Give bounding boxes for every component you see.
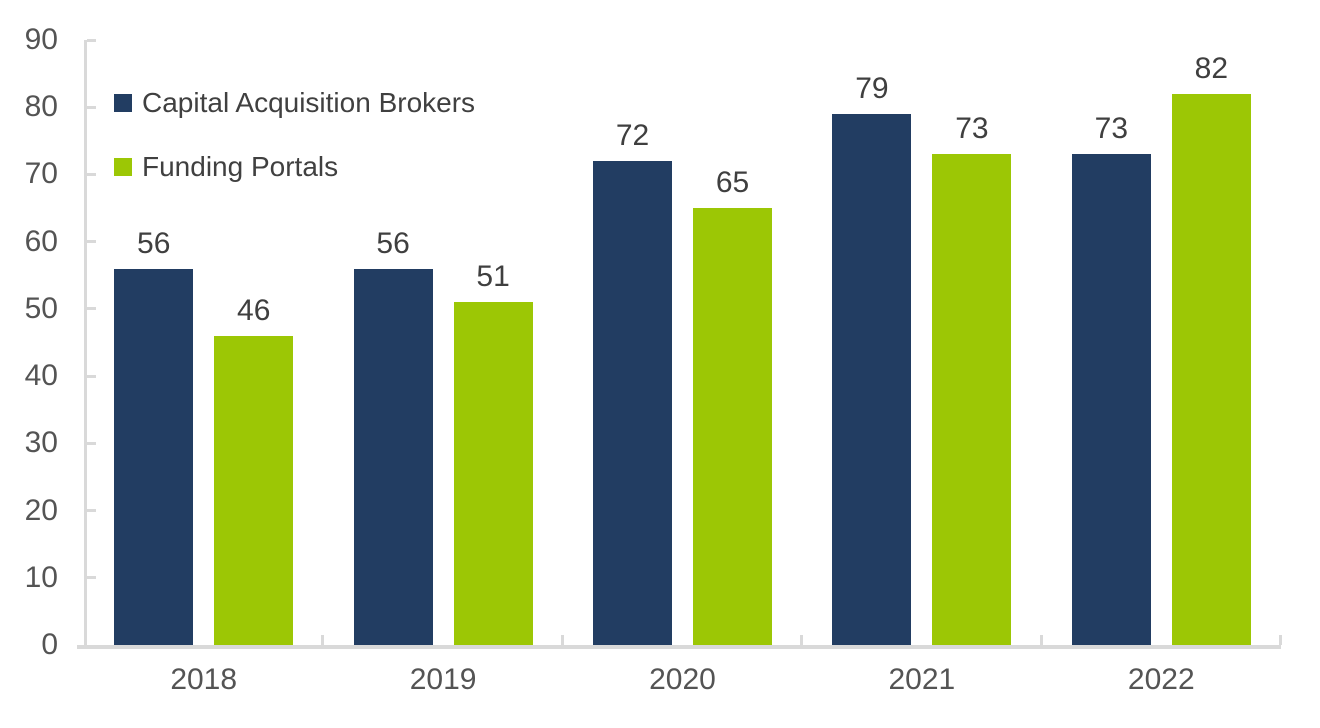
y-axis-label-60: 60 bbox=[24, 224, 58, 258]
bar-capital-acquisition-brokers-2020: 72 bbox=[593, 119, 673, 645]
y-axis-label-20: 20 bbox=[24, 493, 58, 527]
y-axis-label-50: 50 bbox=[24, 291, 58, 325]
bar-groups: 56 46 56 51 72 65 79 73 73 82 bbox=[84, 40, 1281, 645]
x-axis-labels: 2018 2019 2020 2021 2022 bbox=[84, 663, 1281, 703]
y-tick-mark bbox=[87, 509, 96, 513]
bar-value-label: 56 bbox=[137, 226, 171, 260]
y-tick-mark bbox=[87, 576, 96, 580]
legend-item-capital-acquisition-brokers: Capital Acquisition Brokers bbox=[114, 87, 475, 119]
y-tick-mark bbox=[87, 38, 96, 42]
bar-value-label: 46 bbox=[237, 293, 271, 327]
y-axis-label-90: 90 bbox=[24, 23, 58, 56]
bar-group-2020: 72 65 bbox=[563, 40, 802, 645]
y-tick-mark bbox=[87, 105, 96, 109]
bar-capital-acquisition-brokers-2022: 73 bbox=[1071, 112, 1151, 645]
y-tick-mark bbox=[87, 374, 96, 378]
bar-capital-acquisition-brokers-2019: 56 bbox=[353, 227, 433, 645]
bar-group-2022: 73 82 bbox=[1042, 40, 1281, 645]
y-tick-mark bbox=[87, 307, 96, 311]
y-axis-label-30: 30 bbox=[24, 426, 58, 460]
y-axis-labels: 0 10 20 30 40 50 60 70 80 90 bbox=[0, 25, 72, 660]
x-tick-mark bbox=[1039, 635, 1043, 645]
y-axis-label-40: 40 bbox=[24, 359, 58, 393]
legend: Capital Acquisition Brokers Funding Porta… bbox=[114, 87, 475, 183]
legend-label: Capital Acquisition Brokers bbox=[142, 87, 476, 118]
bar-capital-acquisition-brokers-2018: 56 bbox=[114, 227, 194, 645]
x-axis-line bbox=[77, 645, 1281, 649]
bar-group-2018: 56 46 bbox=[84, 40, 323, 645]
y-axis-label-10: 10 bbox=[24, 560, 58, 594]
bar-value-label: 82 bbox=[1194, 51, 1229, 85]
bar-group-2019: 56 51 bbox=[323, 40, 562, 645]
y-axis-label-0: 0 bbox=[41, 628, 58, 661]
y-tick-mark bbox=[87, 240, 96, 244]
x-axis-label-2020: 2020 bbox=[649, 663, 716, 696]
bar-funding-portals-2019: 51 bbox=[453, 260, 533, 645]
bar-funding-portals-2021: 73 bbox=[932, 112, 1012, 645]
y-axis-label-80: 80 bbox=[24, 90, 58, 124]
x-axis-label-2018: 2018 bbox=[170, 663, 238, 696]
x-axis-label-2019: 2019 bbox=[409, 663, 477, 696]
x-tick-mark bbox=[800, 635, 804, 645]
legend-swatch-icon bbox=[114, 158, 132, 177]
x-tick-mark bbox=[560, 635, 564, 645]
bar-funding-portals-2022: 82 bbox=[1171, 52, 1251, 645]
x-axis-label-2022: 2022 bbox=[1127, 663, 1195, 696]
bar-value-label: 73 bbox=[955, 112, 989, 146]
x-tick-mark bbox=[1279, 635, 1282, 645]
bar-value-label: 72 bbox=[615, 119, 650, 152]
y-axis-label-70: 70 bbox=[24, 157, 58, 191]
bar-value-label: 65 bbox=[715, 166, 750, 200]
bar-value-label: 73 bbox=[1094, 112, 1129, 146]
y-tick-mark bbox=[87, 441, 96, 445]
x-axis-label-2021: 2021 bbox=[888, 663, 956, 696]
plot-area: 56 46 56 51 72 65 79 73 73 82 Capital Acquisition… bbox=[77, 38, 1282, 649]
legend-label: Funding Portals bbox=[142, 151, 339, 183]
bar-value-label: 51 bbox=[476, 260, 510, 294]
bar-funding-portals-2018: 46 bbox=[214, 294, 294, 645]
bar-funding-portals-2020: 65 bbox=[693, 166, 773, 645]
bar-value-label: 56 bbox=[376, 226, 410, 260]
legend-swatch-icon bbox=[114, 94, 132, 113]
y-tick-mark bbox=[87, 172, 96, 176]
bar-group-2021: 79 73 bbox=[802, 40, 1041, 645]
bar-capital-acquisition-brokers-2021: 79 bbox=[832, 72, 912, 645]
x-tick-mark bbox=[321, 635, 325, 645]
y-axis-line bbox=[84, 40, 87, 645]
bar-value-label: 79 bbox=[855, 71, 889, 105]
legend-item-funding-portals: Funding Portals bbox=[114, 151, 475, 183]
